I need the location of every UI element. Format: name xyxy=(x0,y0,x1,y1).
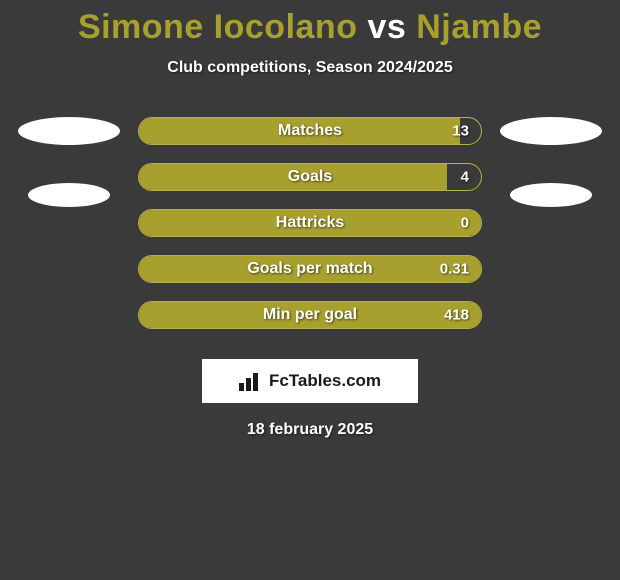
chart-icon xyxy=(239,371,263,391)
avatar-column-right xyxy=(500,117,602,207)
stat-label: Goals xyxy=(288,168,332,186)
stat-row: Matches 13 xyxy=(138,117,482,145)
avatar-right-2 xyxy=(510,183,592,207)
comparison-infographic: Simone Iocolano vs Njambe Club competiti… xyxy=(0,0,620,439)
stat-label: Min per goal xyxy=(263,306,357,324)
stat-row: Min per goal 418 xyxy=(138,301,482,329)
player1-name: Simone Iocolano xyxy=(78,8,358,46)
avatar-left-1 xyxy=(18,117,120,145)
subtitle: Club competitions, Season 2024/2025 xyxy=(0,59,620,77)
stat-value: 418 xyxy=(444,307,469,324)
stat-label: Matches xyxy=(278,122,342,140)
date-line: 18 february 2025 xyxy=(0,421,620,439)
stats-area: Matches 13 Goals 4 Hattricks 0 Goals per match… xyxy=(0,117,620,329)
stat-value: 0 xyxy=(461,215,469,232)
logo-box: FcTables.com xyxy=(202,359,418,403)
stat-label: Hattricks xyxy=(276,214,344,232)
avatar-right-1 xyxy=(500,117,602,145)
vs-text: vs xyxy=(367,8,406,46)
stats-bars: Matches 13 Goals 4 Hattricks 0 Goals per match… xyxy=(138,117,482,329)
page-title: Simone Iocolano vs Njambe xyxy=(0,8,620,47)
avatar-left-2 xyxy=(28,183,110,207)
stat-value: 0.31 xyxy=(440,261,469,278)
stat-label: Goals per match xyxy=(247,260,372,278)
stat-row: Goals 4 xyxy=(138,163,482,191)
stat-value: 4 xyxy=(461,169,469,186)
stat-value: 13 xyxy=(452,123,469,140)
stat-row: Hattricks 0 xyxy=(138,209,482,237)
avatar-column-left xyxy=(18,117,120,207)
stat-row: Goals per match 0.31 xyxy=(138,255,482,283)
player2-name: Njambe xyxy=(416,8,542,46)
logo-text: FcTables.com xyxy=(269,371,381,391)
